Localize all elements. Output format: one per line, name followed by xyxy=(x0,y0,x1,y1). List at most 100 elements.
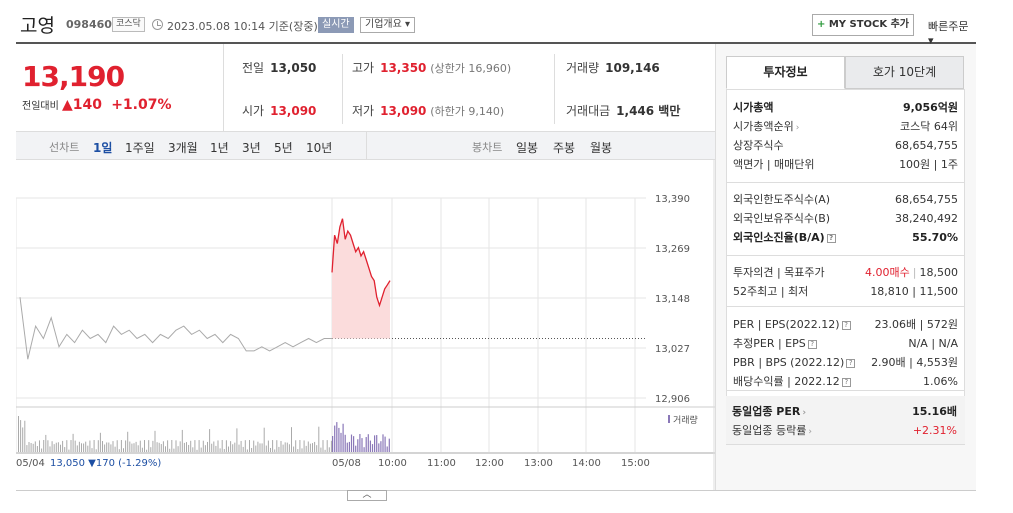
volume-bar xyxy=(91,448,93,452)
info-row-label: 동일업종 PER › xyxy=(732,405,807,418)
volume-bar xyxy=(183,442,185,452)
tab-period-3m[interactable]: 3개월 xyxy=(168,141,198,155)
info-row-label: 상장주식수 xyxy=(733,139,784,152)
help-icon[interactable]: ? xyxy=(841,377,851,387)
info-row: 외국인한도주식수(A) 68,654,755 xyxy=(733,190,958,209)
tab-period-3y[interactable]: 3년 xyxy=(242,141,261,155)
volume-bar-today xyxy=(353,436,355,452)
volume-bar xyxy=(263,427,265,452)
volume-bar xyxy=(242,446,244,452)
quick-order-dropdown[interactable]: 빠른주문 ▾ xyxy=(928,20,969,47)
help-icon[interactable]: ? xyxy=(841,320,851,330)
volume-bar-today xyxy=(378,443,380,452)
info-row[interactable]: 배당수익률 | 2022.12? 1.06% xyxy=(733,372,958,391)
volume-bar xyxy=(259,443,261,452)
tab-period-10y[interactable]: 10년 xyxy=(306,141,333,155)
volume-bar xyxy=(64,447,66,452)
volume-bar xyxy=(97,440,99,452)
volume-bar xyxy=(131,443,133,452)
tab-order-book[interactable]: 호가 10단계 xyxy=(845,56,964,89)
volume-bar xyxy=(53,444,55,452)
volume-bar xyxy=(34,441,36,452)
info-row: 투자의견 | 목표주가 4.00매수 | 18,500 xyxy=(733,263,958,282)
volume-bar xyxy=(270,447,271,452)
realtime-badge[interactable]: 실시간 xyxy=(318,17,354,33)
volume-bar xyxy=(328,447,330,452)
volume-bar xyxy=(106,442,108,452)
volume-bar xyxy=(116,440,118,452)
tab-period-1w[interactable]: 1주일 xyxy=(125,141,155,155)
volume-bar-today xyxy=(382,434,384,452)
volume-bar xyxy=(265,445,267,452)
expand-chart-button[interactable]: ︿ xyxy=(347,490,387,501)
quote-datetime: 2023.05.08 10:14 기준(장중) xyxy=(167,20,318,33)
volume-bar xyxy=(78,441,80,452)
volume-bar xyxy=(282,444,284,452)
tab-investment-info[interactable]: 투자정보 xyxy=(726,56,845,89)
volume-bar-today xyxy=(334,425,336,452)
tab-candle-daily[interactable]: 일봉 xyxy=(516,141,539,155)
volume-bar xyxy=(305,445,307,452)
volume-bar-today xyxy=(361,438,363,452)
volume-bar xyxy=(274,449,276,452)
current-price: 13,190 xyxy=(22,60,125,93)
info-row[interactable]: 외국인소진율(B/A)? 55.70% xyxy=(733,228,958,247)
y-tick-label: 13,148 xyxy=(655,294,690,305)
tab-period-1y[interactable]: 1년 xyxy=(210,141,229,155)
info-row[interactable]: PBR | BPS (2022.12)? 2.90배 | 4,553원 xyxy=(733,353,958,372)
line-chart-label: 선차트 xyxy=(49,141,80,154)
volume-bar xyxy=(135,441,137,452)
volume-bar xyxy=(66,440,68,452)
volume-bar xyxy=(18,416,19,452)
volume: 거래량 109,146 xyxy=(566,61,660,75)
volume-bar xyxy=(36,446,38,452)
add-my-stock-button[interactable]: + MY STOCK 추가 xyxy=(812,14,914,36)
volume-bar xyxy=(238,444,240,452)
chevron-right-icon[interactable]: › xyxy=(795,123,800,133)
volume-bar xyxy=(173,448,175,452)
x-tick-label: 11:00 xyxy=(427,458,456,469)
tab-period-5y[interactable]: 5년 xyxy=(274,141,293,155)
volume-bar xyxy=(249,440,250,452)
chevron-right-icon[interactable]: › xyxy=(802,408,807,418)
info-row[interactable]: PER | EPS(2022.12)? 23.06배 | 572원 xyxy=(733,315,958,334)
volume-bar xyxy=(104,444,106,452)
help-icon[interactable]: ? xyxy=(807,339,817,349)
volume-bar xyxy=(213,441,215,452)
chevron-right-icon[interactable]: › xyxy=(808,427,812,437)
tab-candle-monthly[interactable]: 월봉 xyxy=(590,141,613,155)
volume-bar-today xyxy=(348,441,350,452)
change-amount: ▲140 xyxy=(62,97,102,113)
info-row-value: 55.70% xyxy=(912,231,958,244)
volume-bar xyxy=(162,441,164,452)
info-row-label: 시가총액순위 › xyxy=(733,120,800,133)
info-row-value: 68,654,755 xyxy=(895,139,958,152)
volume-bar xyxy=(246,449,248,452)
volume-bar xyxy=(45,434,47,452)
info-row[interactable]: 시가총액순위 › 코스닥 64위 xyxy=(733,117,958,136)
info-row[interactable]: 동일업종 등락률 › +2.31% xyxy=(732,421,957,440)
tab-candle-weekly[interactable]: 주봉 xyxy=(553,141,576,155)
volume-bar xyxy=(125,440,127,452)
y-tick-label: 13,027 xyxy=(655,344,690,355)
info-row-value: 23.06배 | 572원 xyxy=(874,318,958,331)
volume-bar-today xyxy=(380,441,382,452)
market-badge: 코스닥 xyxy=(112,17,145,32)
investment-info-table: 시가총액 9,056억원 시가총액순위 › 코스닥 64위 상장주식수 68,654,755… xyxy=(726,89,965,445)
info-row[interactable]: 동일업종 PER › 15.16배 xyxy=(732,402,957,421)
volume-bar xyxy=(133,443,135,452)
tab-period-1d[interactable]: 1일 xyxy=(93,141,113,155)
company-overview-dropdown[interactable]: 기업개요 ▾ xyxy=(360,17,415,33)
volume-bar xyxy=(51,441,53,452)
info-row-label: PBR | BPS (2022.12)? xyxy=(733,353,856,372)
volume-bar xyxy=(280,440,282,452)
info-row[interactable]: 추정PER | EPS? N/A | N/A xyxy=(733,334,958,353)
volume-bar xyxy=(330,440,332,452)
volume-bar xyxy=(169,448,171,452)
help-icon[interactable]: ? xyxy=(826,233,836,243)
volume-bar xyxy=(144,440,145,452)
volume-bar xyxy=(314,441,316,452)
intraday-chart[interactable]: 13,390 13,269 13,148 13,027 12,906 거래량 05/04 05… xyxy=(16,160,715,490)
help-icon[interactable]: ? xyxy=(846,358,856,368)
today-series-area xyxy=(332,218,390,339)
